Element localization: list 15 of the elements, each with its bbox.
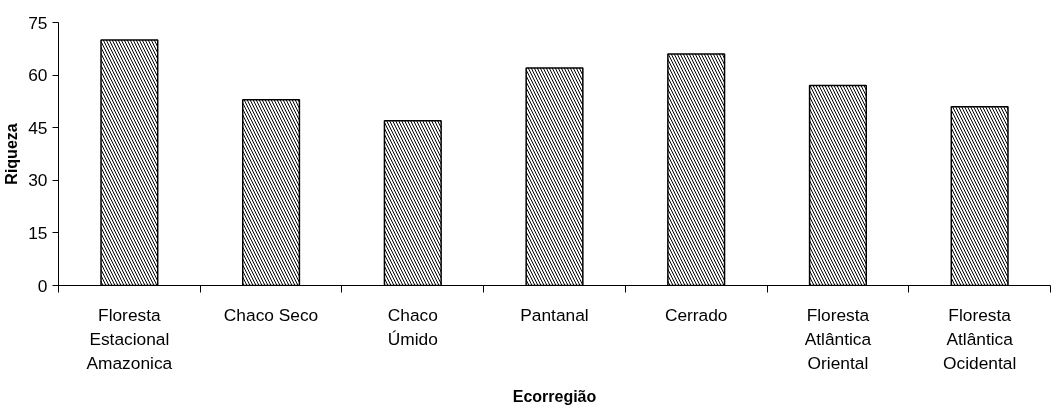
x-tick-label: Chaco Úmido bbox=[387, 304, 438, 349]
x-tick-label: Floresta Atlântica Oriental bbox=[804, 304, 872, 373]
x-tick-label: Floresta Atlântica Ocidental bbox=[943, 304, 1017, 373]
y-axis-title: Riqueza bbox=[3, 123, 21, 185]
y-tick-label: 45 bbox=[28, 117, 48, 138]
x-tick-label: Floresta Estacional Amazonica bbox=[86, 304, 173, 373]
y-tick-label: 30 bbox=[28, 170, 48, 191]
y-tick-label: 75 bbox=[28, 12, 48, 33]
y-tick-label: 60 bbox=[28, 65, 48, 86]
x-tick-label: Pantanal bbox=[520, 304, 589, 325]
y-tick-label: 0 bbox=[37, 275, 48, 296]
y-tick-label: 15 bbox=[28, 222, 48, 243]
x-tick-label: Chaco Seco bbox=[223, 304, 319, 325]
x-tick-label: Cerrado bbox=[664, 304, 728, 325]
x-axis-title: Ecorregião bbox=[512, 387, 597, 405]
